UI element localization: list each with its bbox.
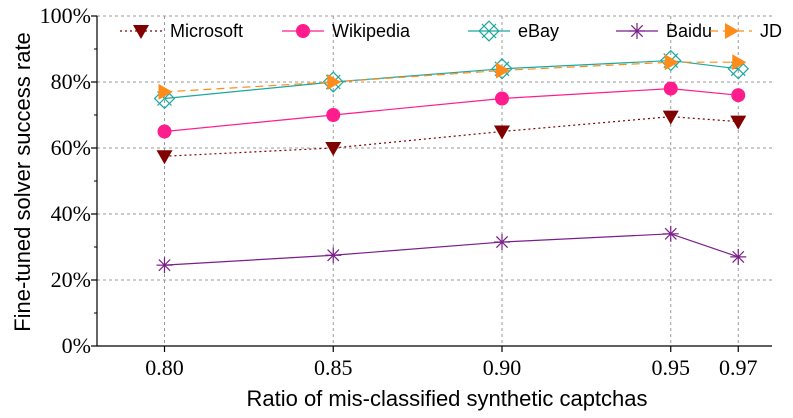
data-point-baidu [494,234,510,250]
legend-label: Wikipedia [332,21,411,41]
legend-item-wikipedia: Wikipedia [282,21,411,41]
y-tick-label: 80% [51,69,91,94]
legend-item-ebay: eBay [468,21,559,41]
data-point-wikipedia [731,88,745,102]
series-layer [155,51,749,273]
y-tick-label: 20% [51,267,91,292]
x-tick-label: 0.95 [652,355,691,380]
x-axis-label: Ratio of mis-classified synthetic captch… [246,386,647,411]
legend-item-microsoft: Microsoft [120,21,243,41]
legend-label: Baidu [666,21,712,41]
data-point-microsoft [663,111,679,125]
legend-item-jd: JD [710,21,782,41]
legend-label: Microsoft [170,21,243,41]
series-baidu [157,226,747,273]
data-point-wikipedia [158,125,172,139]
x-tick-label: 0.97 [719,355,758,380]
legend-marker [629,23,645,39]
legend-marker [296,24,310,38]
y-tick-label: 60% [51,135,91,160]
ticks: 0% 20% 40% 60% 80% 100% 0.80 0.85 0.90 0.95 0.97 [40,3,758,380]
legend-marker [725,23,739,39]
series-line-ebay [165,61,739,99]
y-tick-label: 40% [51,201,91,226]
y-tick-label: 0% [62,333,91,358]
data-point-baidu [325,247,341,263]
series-microsoft [157,111,747,165]
data-point-microsoft [325,142,341,156]
series-ebay [155,51,749,109]
y-tick-label: 100% [40,3,91,28]
data-point-microsoft [494,126,510,140]
legend-marker [133,25,149,39]
series-line-wikipedia [165,89,739,132]
data-point-baidu [663,226,679,242]
data-point-wikipedia [664,82,678,96]
data-point-wikipedia [495,92,509,106]
data-point-microsoft [730,116,746,130]
legend-label: eBay [518,21,559,41]
data-point-baidu [157,257,173,273]
data-point-microsoft [157,150,173,164]
series-line-baidu [165,234,739,265]
x-tick-label: 0.80 [145,355,184,380]
legend-item-baidu: Baidu [616,21,712,41]
x-tick-label: 0.85 [314,355,353,380]
x-tick-label: 0.90 [483,355,522,380]
data-point-wikipedia [326,108,340,122]
series-line-jd [165,62,739,92]
legend: Microsoft Wikipedia eBay Baidu JD [120,21,782,41]
y-axis-label: Fine-tuned solver success rate [10,32,35,332]
legend-label: JD [760,21,782,41]
data-point-baidu [730,249,746,265]
